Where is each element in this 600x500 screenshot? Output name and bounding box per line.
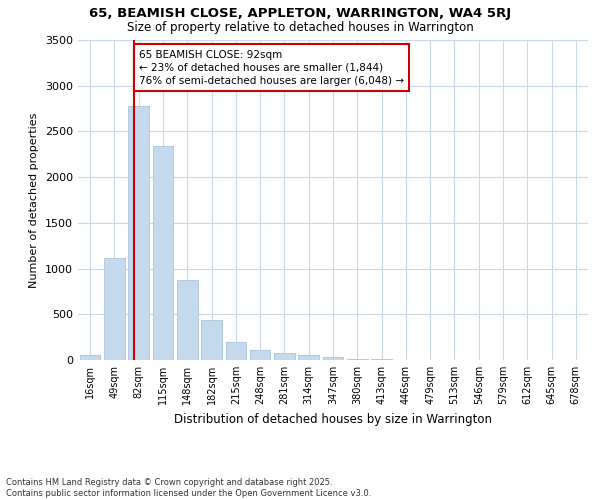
Bar xyxy=(80,356,100,360)
Bar xyxy=(177,280,197,360)
Bar xyxy=(128,106,149,360)
Bar xyxy=(323,358,343,360)
Text: 65 BEAMISH CLOSE: 92sqm
← 23% of detached houses are smaller (1,844)
76% of semi: 65 BEAMISH CLOSE: 92sqm ← 23% of detache… xyxy=(139,50,404,86)
X-axis label: Distribution of detached houses by size in Warrington: Distribution of detached houses by size … xyxy=(174,412,492,426)
Bar xyxy=(347,358,368,360)
Bar xyxy=(250,350,271,360)
Text: Size of property relative to detached houses in Warrington: Size of property relative to detached ho… xyxy=(127,21,473,34)
Text: Contains HM Land Registry data © Crown copyright and database right 2025.
Contai: Contains HM Land Registry data © Crown c… xyxy=(6,478,371,498)
Bar xyxy=(104,258,125,360)
Bar xyxy=(226,342,246,360)
Bar xyxy=(201,320,222,360)
Bar xyxy=(274,353,295,360)
Bar xyxy=(298,356,319,360)
Bar xyxy=(152,146,173,360)
Y-axis label: Number of detached properties: Number of detached properties xyxy=(29,112,40,288)
Bar xyxy=(371,359,392,360)
Text: 65, BEAMISH CLOSE, APPLETON, WARRINGTON, WA4 5RJ: 65, BEAMISH CLOSE, APPLETON, WARRINGTON,… xyxy=(89,8,511,20)
